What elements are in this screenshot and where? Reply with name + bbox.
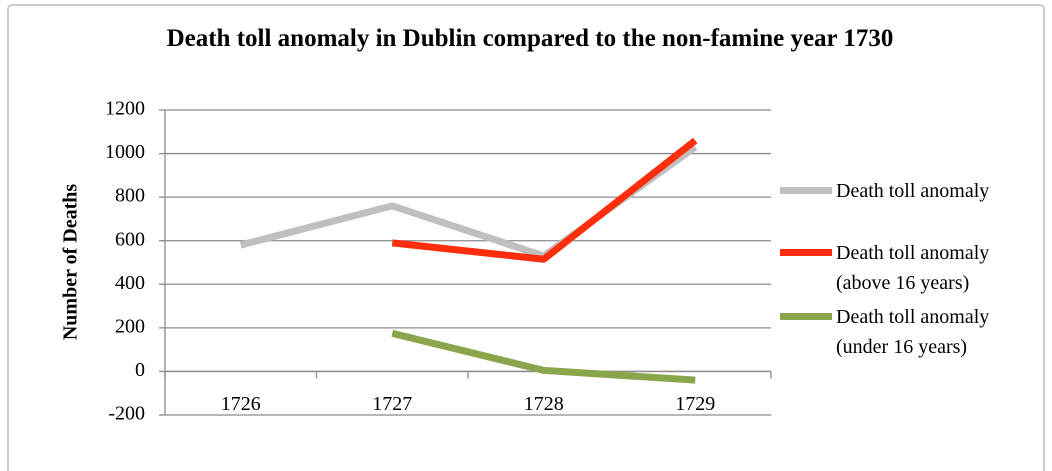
x-tick-label: 1729	[675, 393, 715, 415]
legend-item: Death toll anomaly (above 16 years)	[780, 238, 1036, 298]
y-tick-label: 400	[115, 272, 145, 294]
chart-frame	[7, 4, 1045, 471]
y-tick-label: 0	[135, 359, 145, 381]
x-tick-label: 1726	[221, 393, 261, 415]
legend-item: Death toll anomaly	[780, 176, 1036, 206]
chart-title: Death toll anomaly in Dublin compared to…	[166, 25, 894, 52]
legend-label: Death toll anomaly (above 16 years)	[836, 242, 990, 294]
data-line	[239, 144, 698, 260]
y-tick-label: 800	[115, 185, 145, 207]
data-line	[391, 329, 696, 384]
y-tick-label: 1200	[105, 98, 145, 120]
y-tick-label: 600	[115, 228, 145, 250]
legend-swatch	[780, 249, 832, 256]
y-axis-label: Number of Deaths	[60, 184, 82, 341]
y-tick-label: -200	[108, 403, 145, 425]
legend-label: Death toll anomaly	[836, 180, 990, 202]
legend-label: Death toll anomaly (under 16 years)	[836, 306, 990, 358]
x-tick-label: 1728	[524, 393, 564, 415]
data-line	[391, 137, 698, 263]
x-tick-label: 1727	[372, 393, 412, 415]
legend-item: Death toll anomaly (under 16 years)	[780, 302, 1036, 362]
legend-swatch	[780, 313, 832, 320]
legend-swatch	[780, 187, 832, 194]
y-tick-label: 1000	[105, 141, 145, 163]
y-tick-label: 200	[115, 315, 145, 337]
